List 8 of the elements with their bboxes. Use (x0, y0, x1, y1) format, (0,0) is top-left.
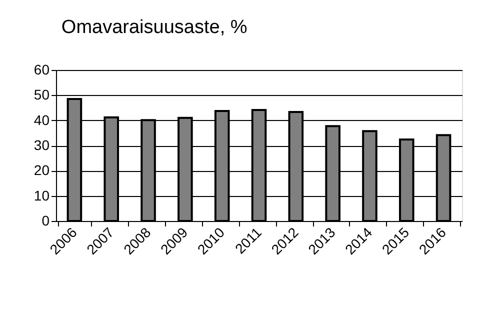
y-tick-label: 10 (34, 187, 50, 204)
chart-title: Omavaraisuusaste, % (61, 17, 248, 38)
y-tick-label: 30 (34, 137, 50, 153)
y-tick-label: 60 (34, 62, 50, 78)
y-tick-label: 40 (34, 112, 50, 128)
y-tick-label: 20 (34, 162, 50, 178)
y-tick-label: 50 (34, 86, 50, 103)
y-tick-label: 0 (42, 212, 50, 228)
